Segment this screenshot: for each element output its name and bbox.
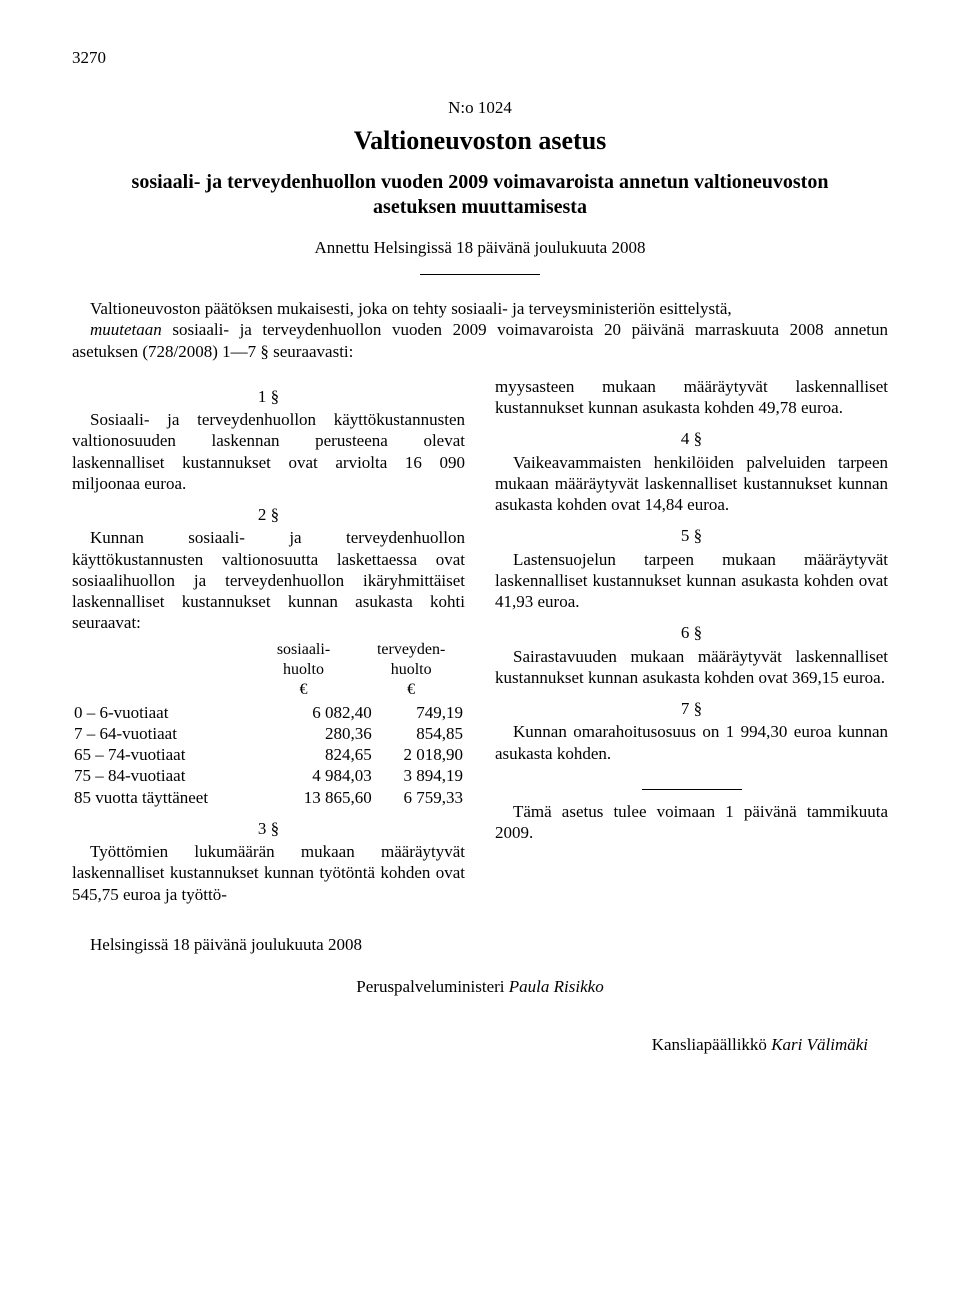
header-terveyden: terveyden- huolto € — [357, 640, 465, 700]
document-number: N:o 1024 — [72, 98, 888, 118]
section-6-text: Sairastavuuden mukaan määräytyvät lasken… — [495, 646, 888, 689]
cost-table-header: sosiaali- huolto € terveyden- huolto € — [72, 640, 465, 700]
right-column: myysasteen mukaan määräytyvät laskennall… — [495, 376, 888, 905]
left-column: 1 § Sosiaali- ja terveydenhuollon käyttö… — [72, 376, 465, 905]
row-value-ter: 2 018,90 — [374, 744, 465, 765]
section-3-text-right: myysasteen mukaan määräytyvät laskennall… — [495, 376, 888, 419]
document-page: 3270 N:o 1024 Valtioneuvoston asetus sos… — [0, 0, 960, 1115]
table-row: 0 – 6-vuotiaat 6 082,40 749,19 — [72, 702, 465, 723]
row-value-ter: 3 894,19 — [374, 765, 465, 786]
section-7-number: 7 § — [495, 698, 888, 719]
page-number: 3270 — [72, 48, 888, 68]
signatures-block: Helsingissä 18 päivänä joulukuuta 2008 P… — [72, 935, 888, 1055]
section-divider — [495, 774, 888, 795]
table-row: 85 vuotta täyttäneet 13 865,60 6 759,33 — [72, 787, 465, 808]
chief-signature: Kansliapäällikkö Kari Välimäki — [72, 1035, 888, 1055]
section-5-number: 5 § — [495, 525, 888, 546]
row-value-sos: 4 984,03 — [270, 765, 373, 786]
row-label: 75 – 84-vuotiaat — [72, 765, 270, 786]
section-2-text: Kunnan sosiaali- ja terveydenhuollon käy… — [72, 527, 465, 633]
section-7-text: Kunnan omarahoitusosuus on 1 994,30 euro… — [495, 721, 888, 764]
row-value-sos: 824,65 — [270, 744, 373, 765]
chief-title: Kansliapäällikkö — [652, 1035, 771, 1054]
preamble-line-2: muutetaan sosiaali- ja terveydenhuollon … — [72, 319, 888, 362]
chief-name: Kari Välimäki — [771, 1035, 868, 1054]
preamble-rest: sosiaali- ja terveydenhuollon vuoden 200… — [72, 320, 888, 360]
row-value-sos: 13 865,60 — [270, 787, 373, 808]
subtitle: sosiaali- ja terveydenhuollon vuoden 200… — [100, 170, 860, 220]
row-label: 0 – 6-vuotiaat — [72, 702, 270, 723]
section-6-number: 6 § — [495, 622, 888, 643]
table-row: 7 – 64-vuotiaat 280,36 854,85 — [72, 723, 465, 744]
table-row: 65 – 74-vuotiaat 824,65 2 018,90 — [72, 744, 465, 765]
preamble: Valtioneuvoston päätöksen mukaisesti, jo… — [72, 298, 888, 362]
minister-name: Paula Risikko — [509, 977, 604, 996]
minister-title: Peruspalveluministeri — [356, 977, 509, 996]
title-divider — [72, 262, 888, 280]
section-2-number: 2 § — [72, 504, 465, 525]
row-label: 65 – 74-vuotiaat — [72, 744, 270, 765]
section-4-number: 4 § — [495, 428, 888, 449]
main-title: Valtioneuvoston asetus — [72, 126, 888, 156]
row-value-ter: 854,85 — [374, 723, 465, 744]
row-label: 7 – 64-vuotiaat — [72, 723, 270, 744]
row-value-ter: 749,19 — [374, 702, 465, 723]
two-column-body: 1 § Sosiaali- ja terveydenhuollon käyttö… — [72, 376, 888, 905]
row-value-sos: 6 082,40 — [270, 702, 373, 723]
given-at: Annettu Helsingissä 18 päivänä joulukuut… — [72, 238, 888, 258]
preamble-muutetaan: muutetaan — [90, 320, 162, 339]
section-5-text: Lastensuojelun tarpeen mukaan määräytyvä… — [495, 549, 888, 613]
section-4-text: Vaikeavammaisten henkilöiden palveluiden… — [495, 452, 888, 516]
row-label: 85 vuotta täyttäneet — [72, 787, 270, 808]
header-sosiaali: sosiaali- huolto € — [250, 640, 358, 700]
row-value-ter: 6 759,33 — [374, 787, 465, 808]
minister-signature: Peruspalveluministeri Paula Risikko — [72, 977, 888, 997]
section-1-text: Sosiaali- ja terveydenhuollon käyttökust… — [72, 409, 465, 494]
cost-table: 0 – 6-vuotiaat 6 082,40 749,19 7 – 64-vu… — [72, 702, 465, 808]
section-3-text-left: Työttömien lukumäärän mukaan määräytyvät… — [72, 841, 465, 905]
table-row: 75 – 84-vuotiaat 4 984,03 3 894,19 — [72, 765, 465, 786]
section-1-number: 1 § — [72, 386, 465, 407]
row-value-sos: 280,36 — [270, 723, 373, 744]
footer-place-date: Helsingissä 18 päivänä joulukuuta 2008 — [72, 935, 888, 955]
preamble-line-1: Valtioneuvoston päätöksen mukaisesti, jo… — [72, 298, 888, 319]
effective-text: Tämä asetus tulee voimaan 1 päivänä tamm… — [495, 801, 888, 844]
section-3-number: 3 § — [72, 818, 465, 839]
